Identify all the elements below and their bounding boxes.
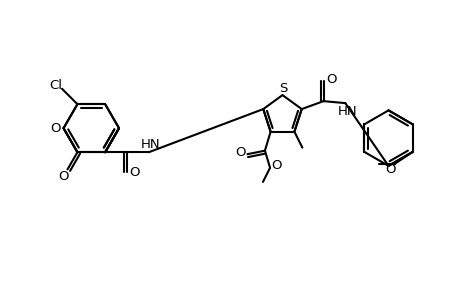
Text: Cl: Cl — [50, 79, 62, 92]
Text: O: O — [325, 73, 336, 86]
Text: S: S — [279, 82, 287, 95]
Text: O: O — [50, 122, 61, 135]
Text: O: O — [235, 146, 245, 159]
Text: HN: HN — [337, 105, 356, 118]
Text: HN: HN — [140, 138, 160, 151]
Text: O: O — [58, 170, 69, 183]
Text: O: O — [385, 163, 395, 176]
Text: O: O — [271, 159, 282, 172]
Text: O: O — [129, 166, 140, 178]
